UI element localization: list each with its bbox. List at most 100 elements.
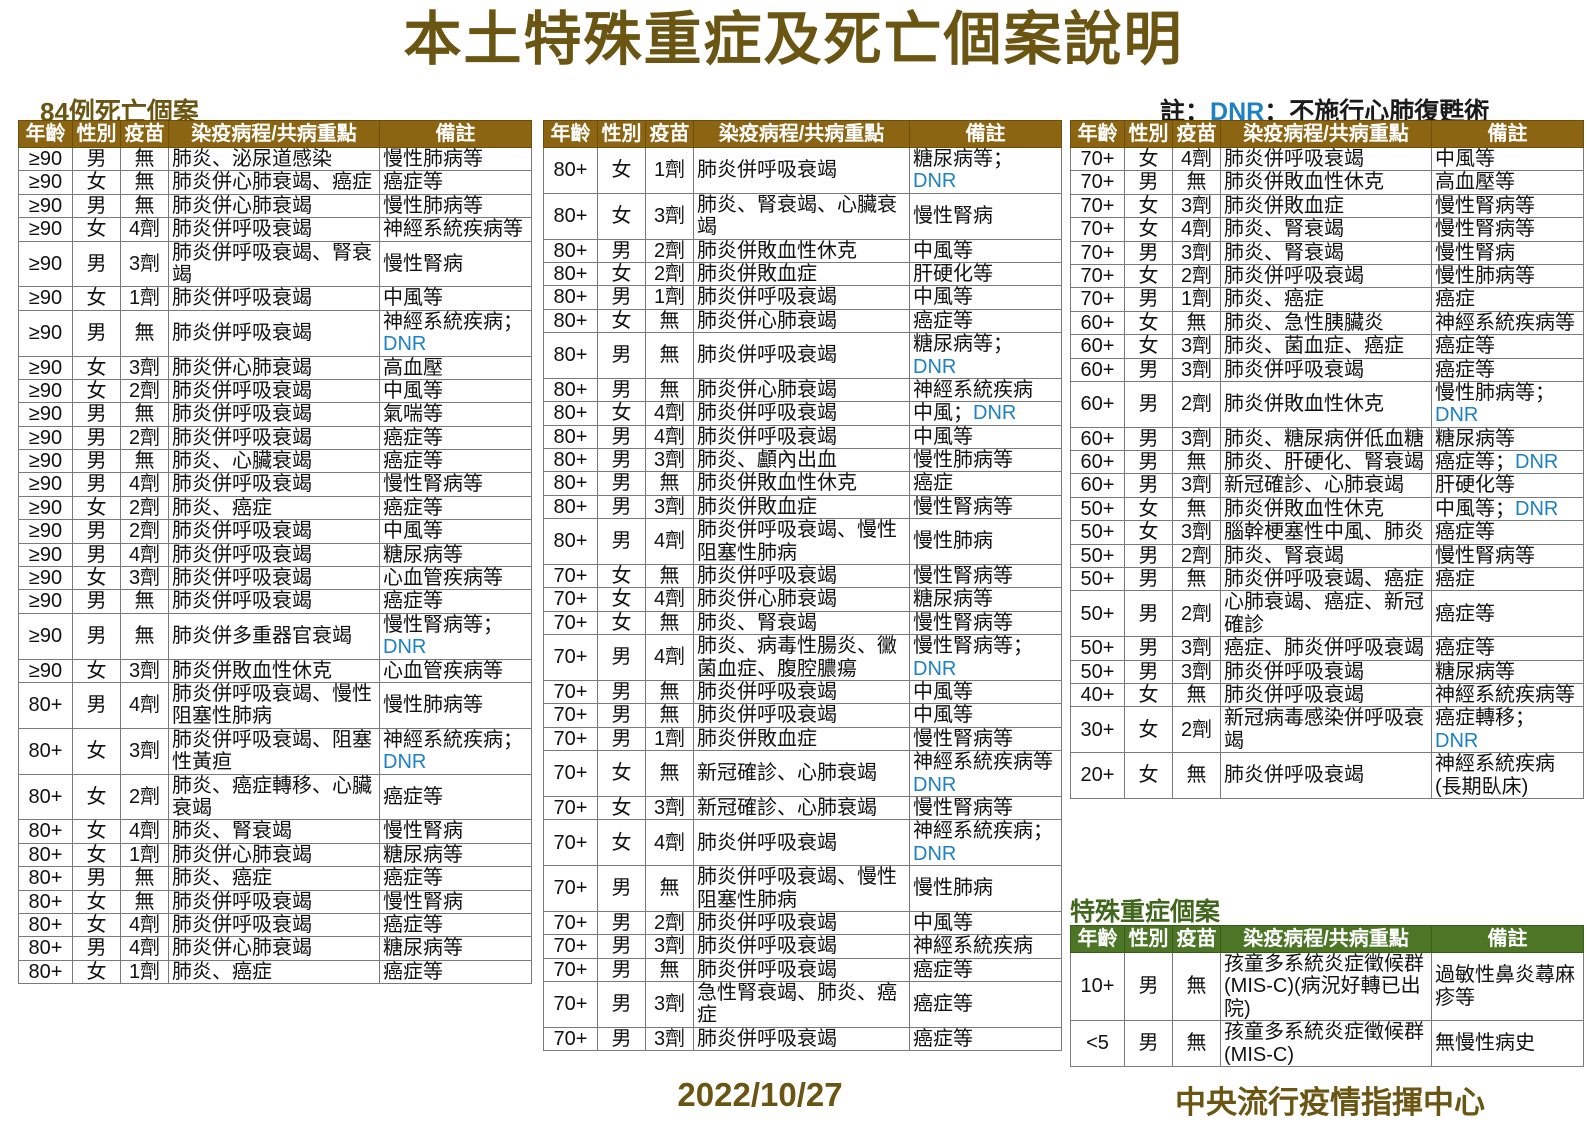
cell-note: 糖尿病等 — [379, 542, 532, 568]
cell-vaccine: 2劑 — [645, 261, 694, 287]
cell-note: 神經系統疾病； DNR — [379, 727, 532, 775]
table-row: 60+ 女無肺炎、急性胰臟炎 神經系統疾病等 — [1070, 310, 1584, 336]
cell-vaccine: 無 — [645, 750, 694, 797]
cell-course: 新冠確診、心肺衰竭 — [693, 750, 910, 797]
cell-sex: 男 — [1124, 590, 1173, 638]
table-row: 70+ 女無肺炎、腎衰竭 慢性腎病等 — [543, 610, 1062, 636]
table-row: ≥90 女 3劑 肺炎併呼吸衰竭 心血管疾病等 — [18, 566, 532, 591]
cell-sex: 男 — [1124, 287, 1173, 312]
cell-sex: 男 — [1124, 636, 1173, 661]
cell-sex: 男 — [72, 449, 121, 474]
cell-course: 肺炎併敗血症 — [1220, 193, 1432, 219]
table-row: <5 男無孩童多系統炎症徵候群(MIS-C) 無慢性病史 — [1070, 1020, 1584, 1067]
cell-age: 80+ — [18, 912, 73, 938]
cell-sex: 男 — [72, 542, 121, 568]
cell-course: 肺炎、癌症 — [168, 866, 380, 891]
cell-note: 中風等 — [379, 378, 532, 404]
cell-sex: 女 — [72, 286, 121, 311]
table-row: 80+ 女 1劑 肺炎併呼吸衰竭 糖尿病等； DNR — [543, 147, 1062, 194]
cell-note: 過敏性鼻炎蕁麻疹等 — [1431, 951, 1584, 1022]
cell-sex: 女 — [1124, 682, 1173, 708]
cell-vaccine: 2劑 — [1172, 380, 1221, 428]
table-row: 70+ 女 4劑 肺炎、腎衰竭 慢性腎病等 — [1070, 217, 1584, 242]
cell-vaccine: 3劑 — [1172, 240, 1221, 265]
cell-age: 80+ — [18, 866, 73, 891]
cell-sex: 女 — [597, 587, 646, 612]
cell-sex: 男 — [1124, 450, 1173, 475]
cell-note: 慢性肺病等 — [379, 193, 532, 219]
cell-course: 肺炎、癌症轉移、心臟衰竭 — [168, 773, 380, 821]
cell-sex: 男 — [597, 910, 646, 936]
cell-sex: 女 — [72, 819, 121, 844]
cell-sex: 男 — [597, 424, 646, 450]
cell-sex: 女 — [597, 192, 646, 240]
cell-note: 神經系統疾病； DNR — [379, 309, 532, 357]
cell-age: ≥90 — [18, 170, 73, 195]
cell-vaccine: 3劑 — [645, 795, 694, 821]
cell-age: 80+ — [543, 448, 598, 473]
col-header-vaccine: 疫苗 — [120, 120, 169, 148]
cell-course: 肺炎、急性胰臟炎 — [1220, 310, 1432, 336]
cell-course: 肺炎併呼吸衰竭 — [168, 425, 380, 451]
cell-course: 肺炎、腎衰竭 — [693, 610, 910, 636]
cell-vaccine: 2劑 — [120, 519, 169, 544]
cell-age: 80+ — [543, 261, 598, 287]
cell-course: 肺炎併呼吸衰竭 — [693, 819, 910, 867]
cell-vaccine: 無 — [120, 193, 169, 219]
cell-sex: 男 — [72, 146, 121, 172]
cell-vaccine: 3劑 — [120, 355, 169, 380]
cell-sex: 女 — [72, 566, 121, 591]
cell-note: 神經系統疾病 — [909, 377, 1062, 403]
cell-age: 80+ — [543, 285, 598, 310]
cell-note: 高血壓等 — [1431, 170, 1584, 195]
cell-note: 糖尿病等 — [1431, 659, 1584, 684]
cell-sex: 男 — [597, 865, 646, 912]
cell-vaccine: 2劑 — [1172, 706, 1221, 754]
severe-cases-table: 年齡 性別 疫苗 染疫病程/共病重點 備註 10+ 男無孩童多系統炎症徵候群(MI… — [1070, 925, 1584, 1067]
cell-note: 慢性腎病等 — [1431, 543, 1584, 569]
cell-age: 80+ — [18, 727, 73, 775]
cell-note: 癌症等 — [1431, 357, 1584, 382]
cell-course: 肺炎併呼吸衰竭 — [693, 147, 910, 194]
cell-note: 癌症等 — [379, 959, 532, 985]
cell-age: 80+ — [18, 681, 73, 729]
col-header-age: 年齡 — [1070, 120, 1125, 148]
cell-course: 肺炎併呼吸衰竭 — [693, 957, 910, 983]
cell-sex: 男 — [72, 936, 121, 961]
cell-vaccine: 無 — [120, 170, 169, 195]
cell-note: 慢性肺病 — [909, 865, 1062, 912]
cell-course: 肺炎併呼吸衰竭 — [168, 589, 380, 614]
cell-sex: 女 — [597, 261, 646, 287]
cell-age: ≥90 — [18, 355, 73, 380]
cell-sex: 男 — [597, 494, 646, 520]
cell-sex: 男 — [597, 679, 646, 705]
cell-course: 新冠確診、心肺衰竭 — [1220, 473, 1432, 498]
cell-sex: 男 — [1124, 1020, 1173, 1067]
table-header-row: 年齡 性別 疫苗 染疫病程/共病重點 備註 — [1070, 120, 1584, 148]
cell-course: 肺炎、腎衰竭 — [1220, 217, 1432, 242]
cell-age: 10+ — [1070, 951, 1125, 1022]
cell-course: 肺炎併敗血性休克 — [693, 471, 910, 496]
cell-age: 60+ — [1070, 310, 1125, 336]
cell-note: 慢性腎病 — [1431, 240, 1584, 265]
cell-course: 肺炎併心肺衰竭 — [693, 377, 910, 403]
cell-course: 肺炎併呼吸衰竭、癌症 — [1220, 567, 1432, 592]
cell-vaccine: 4劑 — [645, 401, 694, 426]
cell-vaccine: 無 — [1172, 496, 1221, 522]
cell-note: 中風等；DNR — [1431, 496, 1584, 522]
cell-note: 肝硬化等 — [1431, 473, 1584, 498]
dnr-tag: DNR — [913, 170, 957, 193]
cell-sex: 女 — [72, 495, 121, 521]
cell-note: 癌症等 — [379, 425, 532, 451]
cell-vaccine: 4劑 — [120, 542, 169, 568]
cell-course: 肺炎、泌尿道感染 — [168, 146, 380, 172]
cell-sex: 男 — [72, 193, 121, 219]
cell-vaccine: 4劑 — [645, 587, 694, 612]
table-row: 60+ 男 3劑 肺炎、糖尿病併低血糖 糖尿病等 — [1070, 426, 1584, 452]
table-header-row: 年齡 性別 疫苗 染疫病程/共病重點 備註 — [543, 120, 1062, 148]
cell-course: 急性腎衰竭、肺炎、癌症 — [693, 981, 910, 1028]
cell-age: 70+ — [543, 981, 598, 1028]
table-header-row: 年齡 性別 疫苗 染疫病程/共病重點 備註 — [1070, 925, 1584, 953]
cell-age: 40+ — [1070, 682, 1125, 708]
